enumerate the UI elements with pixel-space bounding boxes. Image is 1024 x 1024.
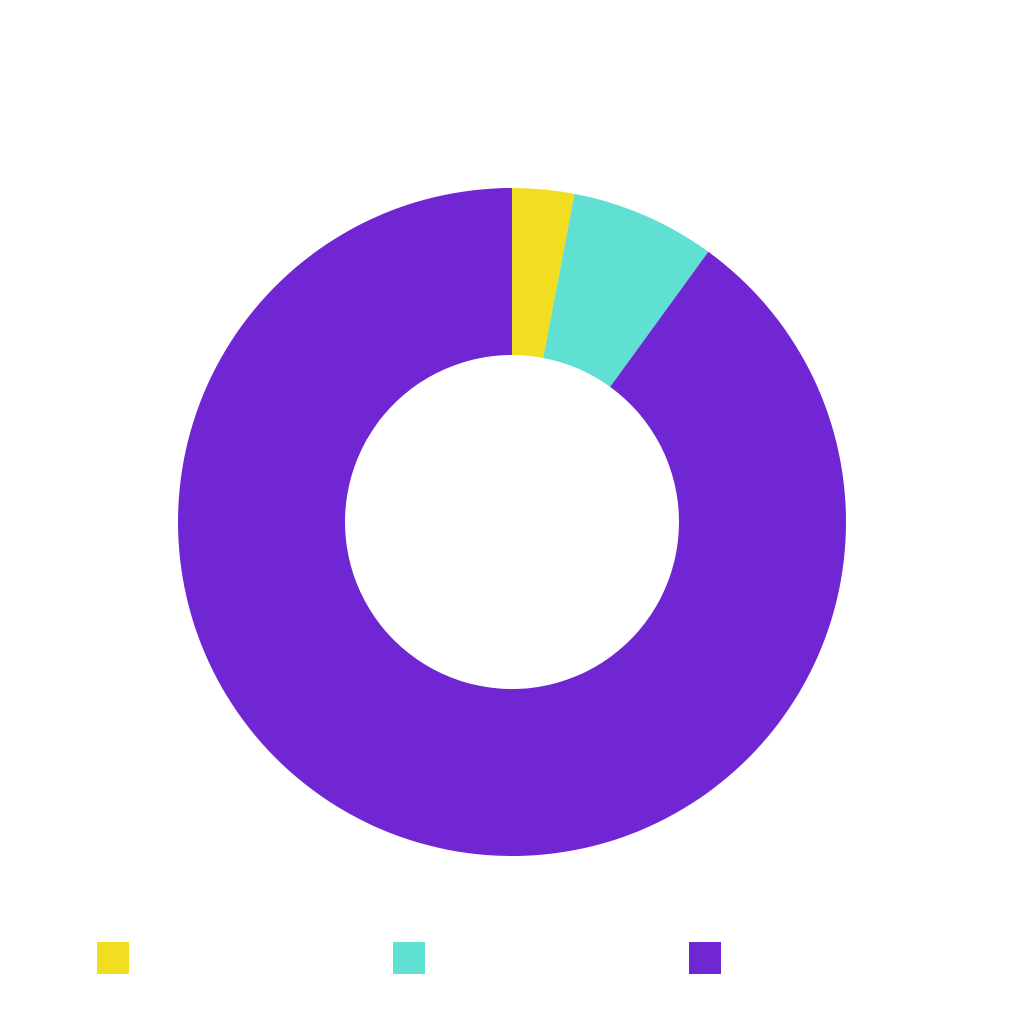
donut-slice-2: [543, 193, 709, 387]
legend-swatch-2: [393, 942, 425, 974]
legend-swatch-3: [689, 942, 721, 974]
donut-slice-3: [177, 188, 846, 856]
donut-slice-1: [512, 188, 575, 358]
legend-swatch-1: [97, 942, 129, 974]
